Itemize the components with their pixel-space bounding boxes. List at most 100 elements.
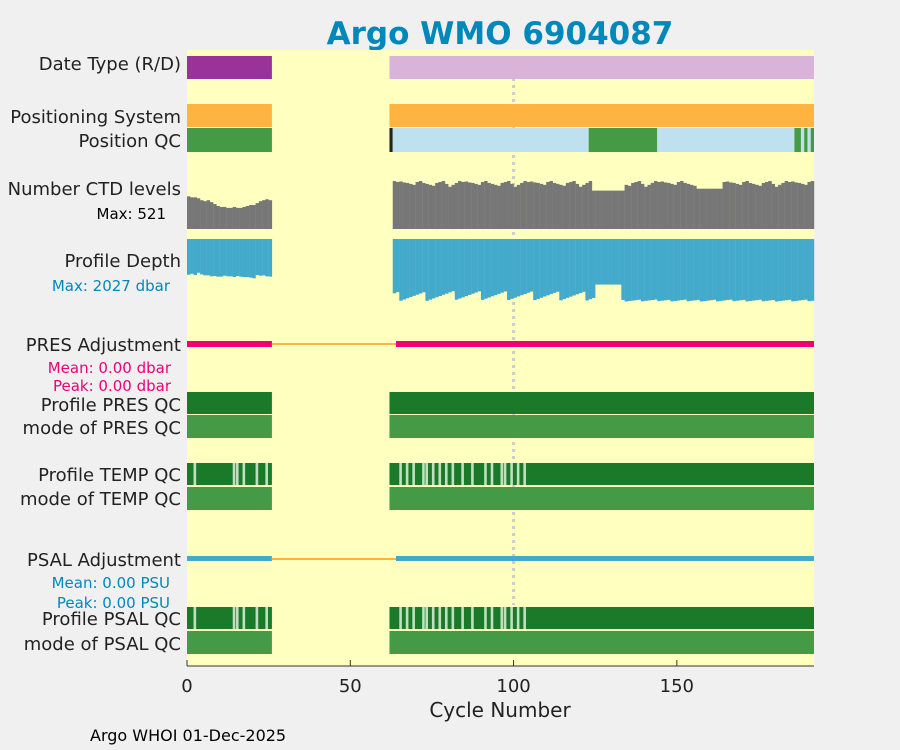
ctd-bar — [706, 188, 710, 229]
temp-qc-flag — [193, 463, 197, 485]
ctd-bar — [529, 181, 534, 229]
ctd-bar — [526, 181, 531, 229]
depth-bar — [454, 239, 459, 300]
ctd-bar — [232, 206, 237, 229]
pres-adjustment-segment — [187, 341, 272, 347]
depth-bar — [673, 239, 678, 301]
depth-bar — [765, 239, 769, 301]
depth-bar — [738, 239, 743, 301]
ctd-bar — [409, 183, 413, 229]
depth-bar — [245, 239, 250, 277]
depth-bar — [791, 239, 795, 302]
depth-bar — [405, 239, 410, 299]
depth-bar — [493, 239, 498, 296]
depth-bar — [660, 239, 664, 301]
depth-bar — [232, 239, 237, 277]
depth-bar — [611, 239, 615, 285]
depth-bar — [644, 239, 648, 301]
depth-bar — [409, 239, 413, 298]
ctd-bar — [702, 188, 707, 229]
temp-qc-flag — [510, 463, 513, 485]
chart-title: Argo WMO 6904087 — [327, 16, 674, 52]
depth-bar — [549, 239, 553, 295]
ctd-bar — [239, 207, 243, 229]
depth-bar — [438, 239, 442, 297]
label-mode-temp-qc: mode of TEMP QC — [20, 489, 181, 510]
temp-qc-flag — [500, 463, 504, 485]
psal-qc-flag — [405, 607, 409, 629]
note-pres-peak: Peak: 0.00 dbar — [53, 377, 172, 395]
psal-qc-flag — [510, 607, 513, 629]
ctd-bar — [438, 181, 442, 229]
ctd-bar — [418, 181, 423, 229]
ctd-bar — [552, 182, 557, 229]
ctd-bar — [804, 184, 808, 229]
temp-qc-flag — [461, 463, 464, 485]
psal-qc-flag — [490, 607, 494, 629]
depth-bar — [647, 239, 651, 301]
depth-bar — [258, 239, 263, 276]
ctd-bar — [196, 198, 201, 229]
ctd-bar — [507, 181, 511, 229]
depth-bar — [235, 239, 240, 277]
ctd-bar — [676, 181, 681, 229]
ctd-bar — [510, 183, 514, 229]
depth-bar — [637, 239, 642, 300]
ctd-bar — [412, 184, 416, 229]
depth-bar — [768, 239, 772, 301]
ctd-bar — [748, 182, 753, 229]
ctd-bar — [206, 200, 211, 229]
depth-bar — [209, 239, 214, 277]
depth-bar — [520, 239, 524, 296]
depth-bar — [392, 239, 397, 294]
depth-bar — [689, 239, 694, 301]
ctd-bar — [647, 184, 651, 229]
ctd-bar — [634, 181, 638, 229]
ctd-bar — [415, 181, 420, 229]
depth-bar — [735, 239, 740, 301]
depth-bar — [702, 239, 707, 302]
depth-bar — [614, 239, 619, 285]
temp-qc-segment — [187, 463, 272, 485]
depth-bar — [585, 239, 589, 301]
depth-bar — [725, 239, 730, 301]
temp-qc-flag — [471, 463, 474, 485]
ctd-bar — [627, 185, 632, 229]
depth-bar — [552, 239, 557, 293]
pres-adjustment-segment — [396, 341, 814, 347]
ctd-bar — [787, 181, 792, 229]
ctd-bar — [255, 203, 260, 229]
depth-bar — [458, 239, 462, 299]
depth-bar — [249, 239, 253, 278]
depth-bar — [503, 239, 508, 292]
ctd-bar — [219, 206, 224, 229]
note-psal-peak: Peak: 0.00 PSU — [57, 594, 170, 612]
depth-bar — [196, 239, 201, 273]
psal-qc-flag — [399, 607, 402, 629]
ctd-bar — [209, 202, 214, 229]
depth-bar — [513, 239, 518, 298]
ctd-bar — [732, 182, 736, 229]
depth-bar — [716, 239, 720, 302]
ctd-bar — [190, 197, 194, 229]
depth-bar — [572, 239, 576, 296]
depth-bar — [268, 239, 273, 277]
depth-bar — [595, 239, 599, 285]
psal-qc-flag — [438, 607, 442, 629]
ctd-bar — [536, 182, 540, 229]
ctd-bar — [265, 199, 269, 229]
depth-bar — [797, 239, 802, 301]
ctd-bar — [262, 200, 266, 229]
depth-bar — [536, 239, 540, 299]
depth-bar — [755, 239, 759, 301]
psal-qc-flag — [471, 607, 474, 629]
depth-bar — [591, 239, 596, 298]
temp-qc-flag — [399, 463, 402, 485]
ctd-bar — [735, 183, 740, 229]
ctd-bar — [797, 182, 802, 229]
depth-bar — [712, 239, 717, 300]
depth-bar — [480, 239, 485, 300]
depth-bar — [569, 239, 573, 297]
ctd-bar — [683, 182, 687, 229]
